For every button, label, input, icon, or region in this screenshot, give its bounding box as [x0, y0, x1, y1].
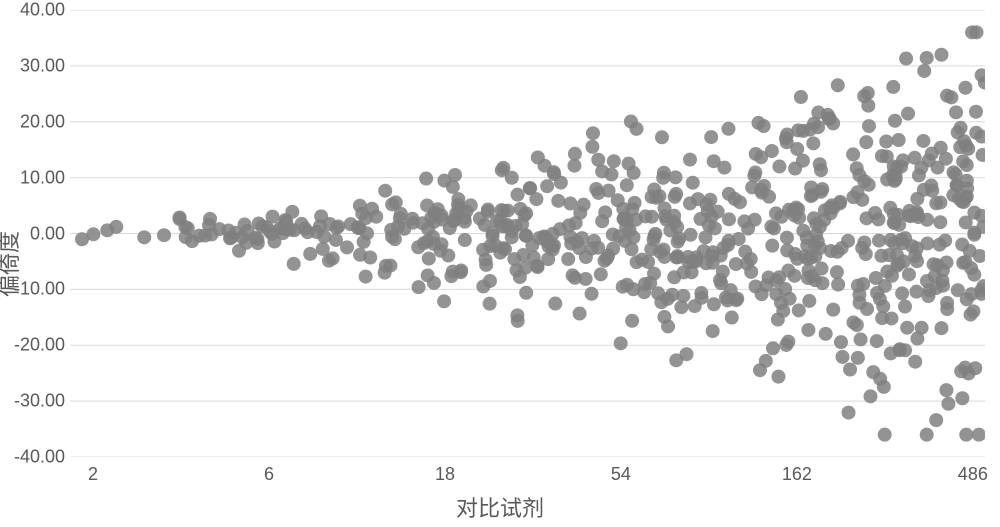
y-tick-label: -20.00 — [10, 335, 65, 356]
scatter-plot-svg — [70, 10, 985, 457]
chart-figure: 偏倚度 对比试剂 -40.00-30.00-20.00-10.000.0010.… — [0, 0, 1000, 527]
y-tick-label: 40.00 — [10, 0, 65, 21]
x-tick-label: 486 — [958, 464, 988, 485]
x-tick-label: 54 — [611, 464, 631, 485]
y-tick-label: 0.00 — [10, 223, 65, 244]
x-tick-label: 18 — [435, 464, 455, 485]
y-tick-label: -10.00 — [10, 279, 65, 300]
x-tick-label: 6 — [264, 464, 274, 485]
y-tick-label: 30.00 — [10, 55, 65, 76]
plot-area: -40.00-30.00-20.00-10.000.0010.0020.0030… — [70, 10, 985, 457]
y-tick-label: -30.00 — [10, 391, 65, 412]
x-tick-label: 162 — [782, 464, 812, 485]
x-tick-label: 2 — [88, 464, 98, 485]
x-axis-label: 对比试剂 — [0, 491, 1000, 523]
y-tick-label: 20.00 — [10, 111, 65, 132]
y-tick-label: -40.00 — [10, 447, 65, 468]
y-tick-label: 10.00 — [10, 167, 65, 188]
